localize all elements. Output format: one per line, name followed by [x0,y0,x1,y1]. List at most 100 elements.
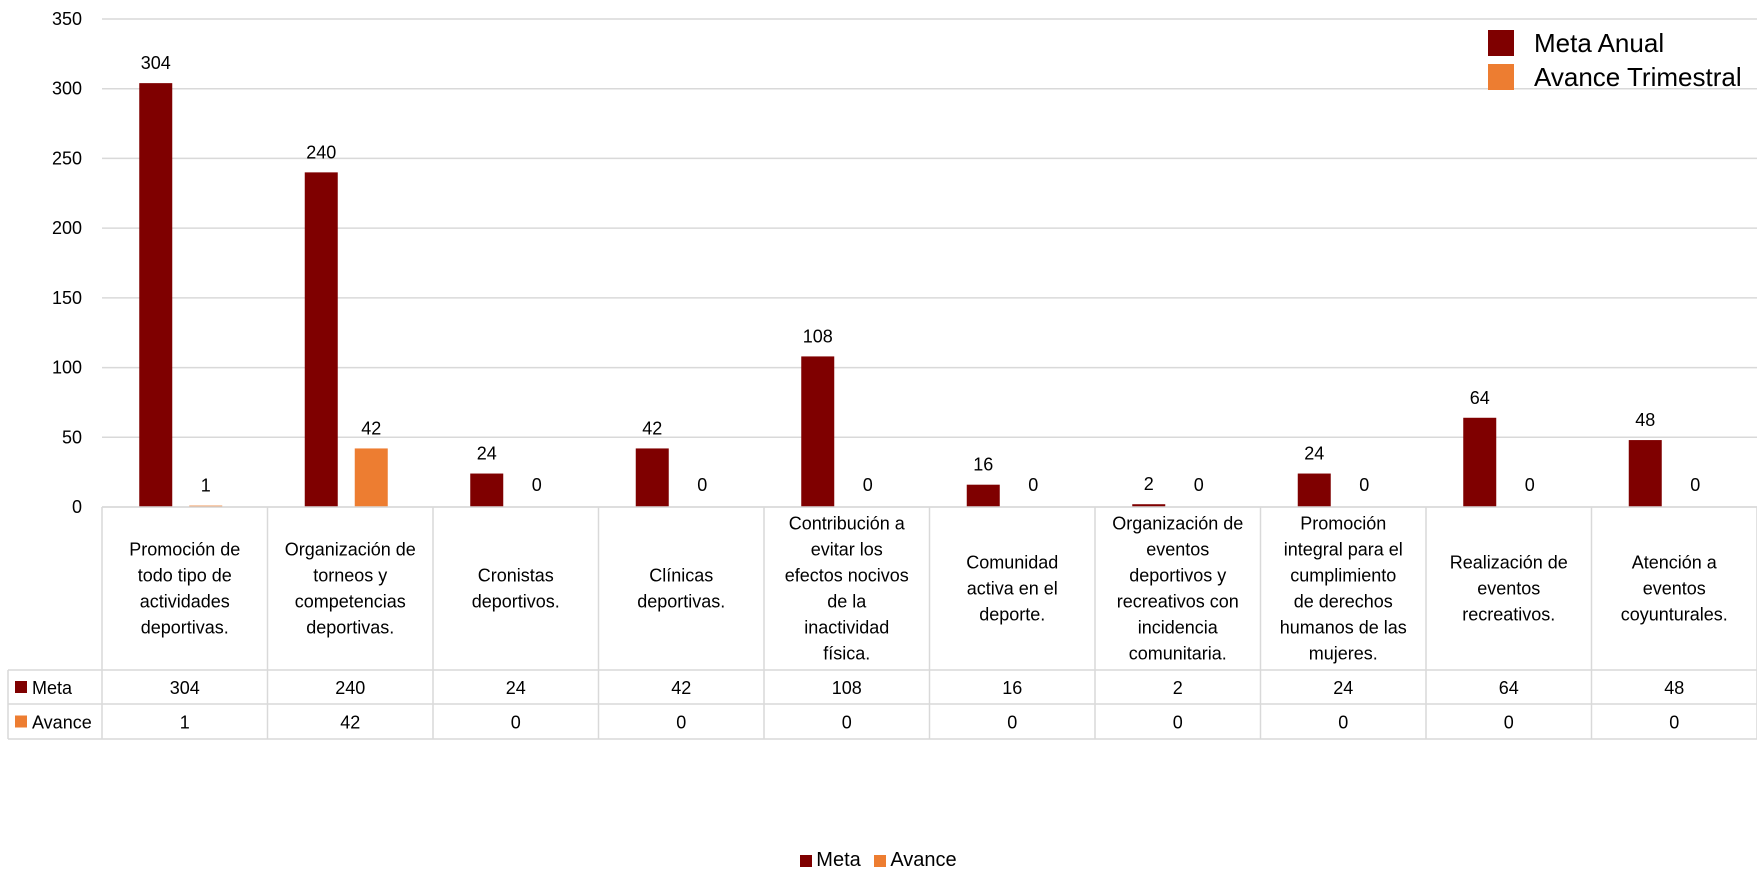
data-label-meta-6: 2 [1144,474,1154,494]
y-tick-label-100: 100 [52,358,82,378]
legend-bottom: Meta Avance [0,849,1757,873]
category-label-0: Promoción de todo tipo de actividades depor… [129,540,240,638]
data-label-meta-2: 24 [477,444,497,464]
data-label-avance-1: 42 [361,418,381,438]
table-key-swatch-meta [15,681,27,693]
category-label-9: Atención a eventos coyunturales. [1621,553,1728,625]
legend-bottom-swatch-avance [874,854,887,867]
bar-meta-0 [139,83,173,507]
y-tick-label-150: 150 [52,288,82,308]
table-cell-meta-8: 64 [1499,678,1519,698]
category-label-3-line-1: deportivas. [637,592,725,612]
y-tick-label-300: 300 [52,79,82,99]
legend-item-meta-anual: Meta Anual [1488,26,1742,60]
legend-swatch-avance-trimestral [1488,64,1514,90]
category-label-7-line-2: cumplimiento [1290,566,1396,586]
data-label-avance-0: 1 [201,476,211,496]
table-cell-avance-4: 0 [842,713,852,733]
category-label-5-line-1: activa en el [967,579,1058,599]
bar-meta-7 [1297,473,1331,507]
category-label-5: Comunidad activa en el deporte. [966,553,1058,625]
bar-meta-4 [801,356,835,507]
bar-meta-3 [635,448,669,507]
category-label-7-line-0: Promoción [1300,514,1386,534]
category-label-6-line-2: deportivos y [1129,566,1226,586]
category-label-4-line-3: de la [827,592,867,612]
table-row-label-meta: Meta [32,678,73,698]
category-label-2-line-0: Cronistas [478,566,554,586]
data-label-avance-5: 0 [1028,475,1038,495]
table-cell-avance-3: 0 [676,713,686,733]
category-label-6-line-3: recreativos con [1117,592,1239,612]
data-label-meta-0: 304 [141,53,171,73]
category-label-9-line-0: Atención a [1632,553,1718,573]
category-label-4-line-5: física. [823,644,870,664]
category-label-0-line-3: deportivas. [141,618,229,638]
table-cell-meta-2: 24 [506,678,526,698]
legend-bottom-swatch-meta [800,854,813,867]
category-label-0-line-1: todo tipo de [138,566,232,586]
data-label-avance-4: 0 [863,475,873,495]
category-label-5-line-2: deporte. [979,605,1045,625]
category-label-4-line-2: efectos nocivos [785,566,909,586]
category-label-6-line-4: incidencia [1138,618,1219,638]
y-tick-label-200: 200 [52,218,82,238]
data-label-avance-9: 0 [1690,475,1700,495]
table-cell-avance-1: 42 [340,713,360,733]
table-cell-meta-5: 16 [1002,678,1022,698]
category-label-4: Contribución a evitar los efectos nocivos d… [785,514,909,664]
category-label-5-line-0: Comunidad [966,553,1058,573]
category-label-4-line-1: evitar los [811,540,883,560]
legend-bottom-item-avance: Avance [874,849,957,872]
table-cell-avance-8: 0 [1504,713,1514,733]
category-label-1-line-2: competencias [295,592,406,612]
bar-meta-5 [966,484,1000,507]
table-cell-meta-3: 42 [671,678,691,698]
data-label-meta-1: 240 [306,142,336,162]
legend-swatch-meta-anual [1488,30,1514,56]
data-label-meta-5: 16 [973,455,993,475]
category-label-6-line-0: Organización de [1112,514,1243,534]
category-label-6-line-5: comunitaria. [1129,644,1227,664]
category-label-0-line-2: actividades [140,592,230,612]
y-tick-label-350: 350 [52,9,82,29]
category-label-1-line-1: torneos y [313,566,387,586]
category-label-7-line-1: integral para el [1284,540,1403,560]
category-label-2: Cronistas deportivos. [472,566,560,612]
data-label-avance-3: 0 [697,475,707,495]
legend-label-avance-trimestral: Avance Trimestral [1534,62,1742,92]
bar-avance-1 [354,448,388,507]
legend-label-meta-anual: Meta Anual [1534,28,1665,58]
bar-meta-2 [470,473,504,507]
category-label-1: Organización de torneos y competencias depo… [285,540,416,638]
data-label-meta-4: 108 [803,326,833,346]
category-label-2-line-1: deportivos. [472,592,560,612]
table-cell-avance-7: 0 [1338,713,1348,733]
bar-meta-9 [1628,440,1662,507]
table-cell-meta-1: 240 [335,678,365,698]
category-label-9-line-1: eventos [1643,579,1706,599]
category-label-3-line-0: Clínicas [649,566,713,586]
category-label-7: Promoción integral para el cumplimiento de … [1280,514,1407,664]
table-key-swatch-avance [15,715,27,728]
bar-meta-1 [304,172,338,507]
legend-top: Meta Anual Avance Trimestral [1488,26,1742,94]
data-label-meta-9: 48 [1635,410,1655,430]
data-label-avance-8: 0 [1525,475,1535,495]
table-cell-avance-2: 0 [511,713,521,733]
legend-bottom-item-meta: Meta [800,849,861,872]
table-cell-meta-4: 108 [832,678,862,698]
category-label-1-line-0: Organización de [285,540,416,560]
data-label-meta-7: 24 [1304,444,1324,464]
table-cell-avance-6: 0 [1173,713,1183,733]
category-label-7-line-3: de derechos [1294,592,1393,612]
category-label-4-line-4: inactividad [804,618,889,638]
legend-bottom-label-avance: Avance [890,849,957,871]
category-label-8-line-2: recreativos. [1462,605,1555,625]
table-cell-avance-5: 0 [1007,713,1017,733]
bar-meta-8 [1463,417,1497,507]
y-tick-label-250: 250 [52,148,82,168]
data-label-avance-6: 0 [1194,475,1204,495]
category-label-9-line-2: coyunturales. [1621,605,1728,625]
